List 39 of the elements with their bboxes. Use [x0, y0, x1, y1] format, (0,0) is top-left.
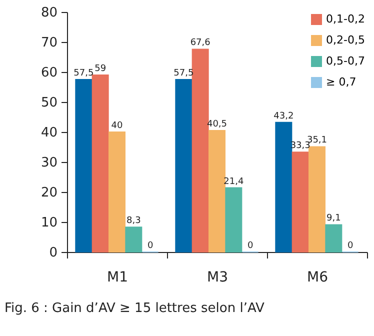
y-tick-label: 70	[40, 36, 58, 50]
y-tick-label: 0	[49, 246, 58, 260]
bar	[308, 146, 326, 252]
legend-label: ≥ 0,7	[326, 76, 356, 88]
legend-label: 0,5-0,7	[326, 54, 365, 68]
y-tick-label: 80	[40, 6, 58, 20]
bar	[325, 224, 342, 252]
y-tick-label: 50	[40, 96, 58, 110]
y-tick-label: 60	[40, 66, 58, 80]
data-label: 40	[111, 121, 123, 131]
bar	[225, 187, 242, 252]
x-tick-label: M1	[107, 270, 128, 286]
caption: Fig. 6 : Gain d’AV ≥ 15 lettres selon l’AV	[4, 301, 265, 316]
legend-label: 0,1-0,2	[326, 12, 365, 26]
bar	[175, 79, 192, 252]
x-tick-label: M6	[307, 270, 328, 286]
data-label: 0	[147, 241, 154, 251]
data-label: 8,3	[126, 216, 141, 226]
bar	[92, 74, 109, 252]
y-tick-label: 20	[40, 186, 58, 200]
y-tick-label: 30	[40, 156, 58, 170]
data-label: 0	[247, 241, 254, 251]
bar	[75, 79, 92, 252]
data-label: 59	[94, 64, 106, 74]
y-tick-label: 40	[40, 126, 58, 140]
legend-label: 0,2-0,5	[326, 34, 365, 46]
data-label: 9,1	[326, 214, 341, 224]
y-tick-label: 10	[40, 216, 58, 230]
bar	[108, 132, 126, 252]
data-label: 43,2	[274, 111, 294, 122]
data-label: 57,5	[74, 68, 94, 78]
bar	[292, 152, 309, 252]
data-label: 67,6	[190, 38, 211, 48]
bar	[208, 130, 226, 252]
bar	[192, 48, 209, 252]
bar	[125, 226, 142, 252]
bar	[275, 122, 292, 252]
x-tick-label: M3	[207, 270, 228, 286]
data-label: 0	[347, 241, 354, 251]
